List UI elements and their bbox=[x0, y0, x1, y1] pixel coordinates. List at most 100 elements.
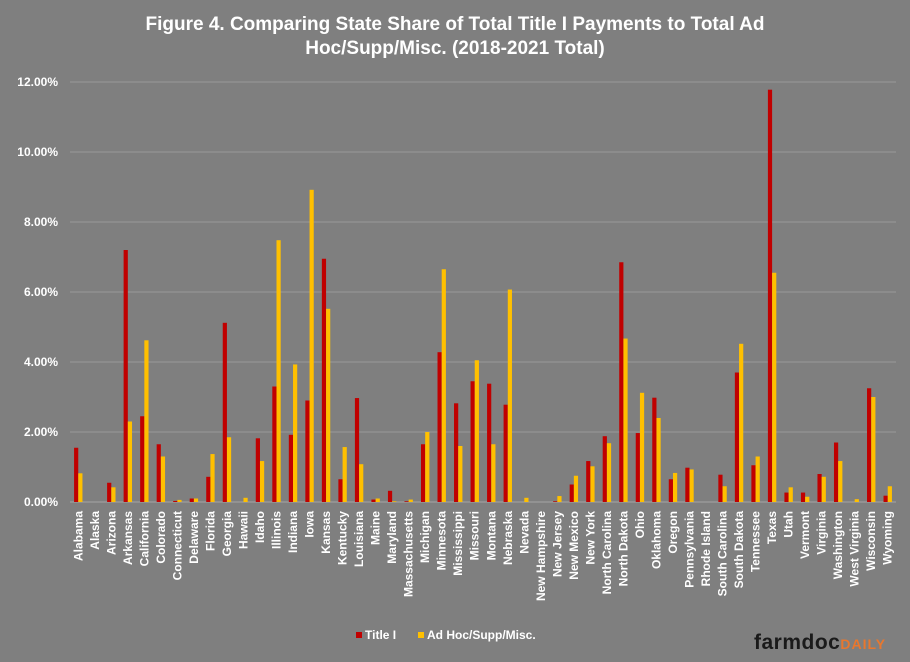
x-tick-label: South Dakota bbox=[732, 511, 746, 589]
legend-ad-hoc-label: Ad Hoc/Supp/Misc. bbox=[427, 628, 536, 642]
legend-title-i-label: Title I bbox=[365, 628, 396, 642]
bar-ad-hoc bbox=[557, 496, 562, 502]
bar-ad-hoc bbox=[210, 454, 215, 502]
x-tick-label: Utah bbox=[782, 511, 796, 538]
x-tick-label: Minnesota bbox=[435, 511, 449, 571]
bar-title-i bbox=[635, 433, 640, 502]
brand-logo: farmdocDAILY bbox=[754, 631, 886, 655]
bar-title-i bbox=[487, 383, 492, 502]
chart-title-line-1: Figure 4. Comparing State Share of Total… bbox=[145, 14, 765, 35]
x-tick-label: Indiana bbox=[286, 511, 300, 553]
bar-ad-hoc bbox=[177, 499, 182, 502]
bar-ad-hoc bbox=[408, 499, 413, 502]
bar-ad-hoc bbox=[226, 437, 232, 502]
bar-ad-hoc bbox=[623, 338, 628, 502]
x-tick-label: Colorado bbox=[154, 511, 168, 564]
x-tick-label: West Virginia bbox=[848, 511, 862, 587]
x-tick-label: New York bbox=[583, 511, 597, 565]
bar-ad-hoc bbox=[821, 476, 826, 502]
y-tick-label: 6.00% bbox=[24, 285, 58, 299]
bar-ad-hoc bbox=[111, 487, 116, 502]
bar-ad-hoc bbox=[491, 444, 496, 502]
bar-title-i bbox=[718, 474, 723, 502]
bar-title-i bbox=[74, 447, 79, 502]
x-tick-label: Tennessee bbox=[749, 511, 763, 572]
legend-ad-hoc-swatch bbox=[418, 632, 424, 638]
bar-ad-hoc bbox=[259, 461, 265, 502]
bar-ad-hoc bbox=[507, 289, 512, 502]
bar-title-i bbox=[420, 444, 426, 502]
bar-ad-hoc bbox=[326, 308, 331, 502]
bar-ad-hoc bbox=[276, 240, 281, 502]
y-tick-label: 8.00% bbox=[24, 215, 58, 229]
x-tick-label: New Mexico bbox=[567, 511, 581, 580]
bar-ad-hoc bbox=[838, 461, 843, 502]
bar-title-i bbox=[206, 476, 211, 502]
x-tick-label: Virginia bbox=[815, 511, 829, 555]
bar-title-i bbox=[454, 403, 459, 502]
bar-title-i bbox=[652, 397, 657, 502]
bar-title-i bbox=[817, 474, 822, 502]
bar-ad-hoc bbox=[293, 364, 298, 502]
bar-ad-hoc bbox=[441, 269, 446, 502]
bar-ad-hoc bbox=[243, 497, 248, 502]
bar-title-i bbox=[751, 465, 756, 502]
legend-title-i-swatch bbox=[356, 632, 362, 638]
y-tick-label: 12.00% bbox=[17, 75, 58, 89]
bar-title-i bbox=[553, 501, 558, 502]
bar-ad-hoc bbox=[193, 498, 199, 502]
bar-title-i bbox=[470, 381, 475, 502]
y-tick-label: 10.00% bbox=[17, 145, 58, 159]
x-tick-label: Wisconsin bbox=[864, 511, 878, 571]
bar-ad-hoc bbox=[689, 469, 694, 502]
bar-ad-hoc bbox=[342, 447, 347, 502]
brand-name-suffix: DAILY bbox=[840, 636, 887, 652]
x-tick-label: Wyoming bbox=[881, 511, 895, 565]
bar-title-i bbox=[387, 490, 393, 502]
bar-ad-hoc bbox=[722, 486, 727, 502]
bar-ad-hoc bbox=[309, 189, 314, 503]
bar-title-i bbox=[123, 250, 128, 502]
x-tick-label: Montana bbox=[484, 511, 498, 561]
bar-ad-hoc bbox=[805, 496, 810, 502]
bar-title-i bbox=[833, 442, 839, 502]
bar-ad-hoc bbox=[474, 360, 479, 502]
bar-title-i bbox=[767, 89, 773, 502]
bar-ad-hoc bbox=[78, 473, 83, 502]
x-tick-label: Oregon bbox=[666, 511, 680, 554]
y-tick-label: 2.00% bbox=[24, 425, 58, 439]
x-tick-label: Alaska bbox=[88, 511, 102, 550]
bar-title-i bbox=[189, 498, 194, 502]
bar-ad-hoc bbox=[375, 498, 380, 502]
x-tick-label: Mississippi bbox=[451, 511, 465, 576]
bar-title-i bbox=[321, 258, 327, 502]
bar-title-i bbox=[255, 438, 260, 502]
x-tick-label: Rhode Island bbox=[699, 511, 713, 586]
x-tick-label: Missouri bbox=[468, 511, 482, 560]
bar-title-i bbox=[883, 495, 888, 502]
x-tick-label: Iowa bbox=[303, 511, 317, 538]
bar-title-i bbox=[503, 404, 508, 502]
x-tick-label: South Carolina bbox=[716, 511, 730, 597]
x-tick-label: Florida bbox=[203, 511, 217, 551]
bar-title-i bbox=[140, 416, 145, 502]
bar-title-i bbox=[586, 461, 591, 502]
x-tick-label: Kentucky bbox=[336, 511, 350, 565]
bar-title-i bbox=[371, 499, 376, 502]
x-tick-label: New Jersey bbox=[550, 511, 564, 577]
bar-ad-hoc bbox=[127, 421, 133, 502]
bar-ad-hoc bbox=[887, 486, 892, 502]
bar-ad-hoc bbox=[359, 464, 364, 502]
x-tick-label: Idaho bbox=[253, 511, 267, 543]
bar-title-i bbox=[784, 492, 789, 502]
bar-ad-hoc bbox=[639, 392, 645, 502]
x-tick-label: North Carolina bbox=[600, 511, 614, 595]
bar-title-i bbox=[107, 482, 112, 502]
bar-title-i bbox=[734, 372, 740, 502]
x-tick-label: Delaware bbox=[187, 511, 201, 564]
x-tick-label: Connecticut bbox=[170, 511, 184, 580]
x-tick-label: Massachusetts bbox=[402, 511, 416, 597]
bar-ad-hoc bbox=[573, 475, 579, 502]
bar-title-i bbox=[354, 398, 360, 502]
